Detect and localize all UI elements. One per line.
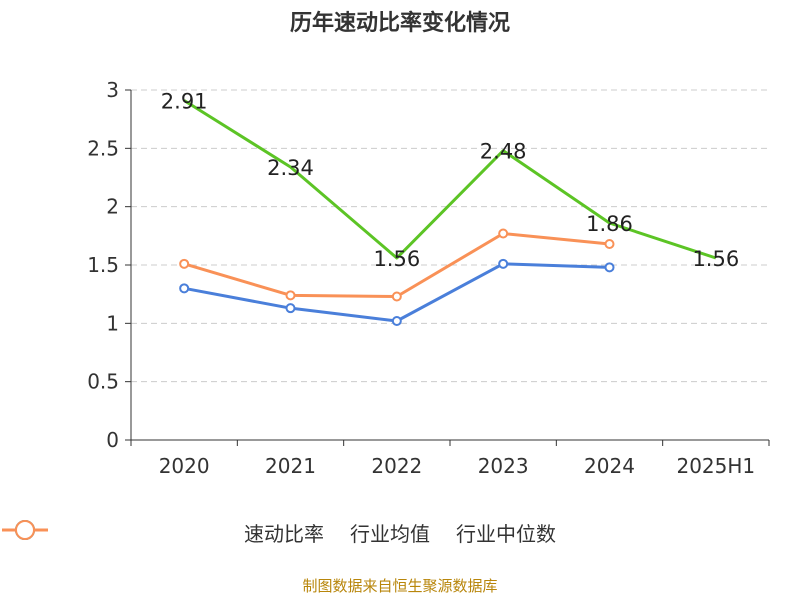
data-point: [179, 283, 190, 294]
data-label: 2.34: [267, 156, 314, 180]
y-tick-label: 0: [106, 428, 119, 452]
data-point: [391, 291, 402, 302]
y-tick-label: 2: [106, 195, 119, 219]
y-tick-label: 1: [106, 311, 119, 335]
data-label: 2.91: [161, 90, 208, 114]
legend: 速动比率 行业均值 行业中位数: [0, 518, 800, 547]
legend-item: 行业中位数: [2, 518, 556, 547]
x-tick-label: 2020: [159, 454, 210, 478]
y-tick-label: 2.5: [87, 136, 119, 160]
data-label: 1.86: [586, 212, 633, 236]
data-point: [285, 303, 296, 314]
data-point: [604, 262, 615, 273]
data-point: [391, 316, 402, 326]
x-tick-label: 2021: [265, 454, 316, 478]
data-point: [498, 228, 509, 239]
chart-title: 历年速动比率变化情况: [289, 11, 510, 36]
legend-swatch: [2, 520, 48, 540]
x-tick-label: 2022: [371, 454, 422, 478]
y-tick-label: 3: [106, 78, 119, 102]
data-label: 1.56: [373, 247, 420, 271]
series-line: [183, 99, 717, 260]
data-label: 2.48: [480, 140, 527, 164]
x-tick-label: 2024: [584, 454, 635, 478]
legend-item: 行业均值: [2, 518, 430, 547]
data-point: [498, 258, 509, 269]
legend-label: 行业均值: [350, 522, 430, 546]
legend-label: 行业中位数: [456, 522, 556, 546]
legend-label: 速动比率: [244, 522, 324, 546]
legend-item: 速动比率: [2, 518, 324, 547]
y-tick-label: 1.5: [87, 253, 119, 277]
data-point: [285, 290, 296, 301]
y-tick-label: 0.5: [87, 370, 119, 394]
data-point: [179, 258, 190, 269]
data-label: 1.56: [692, 247, 739, 271]
source-note: 制图数据来自恒生聚源数据库: [302, 577, 498, 595]
x-tick-label: 2023: [478, 454, 529, 478]
x-tick-label: 2025H1: [676, 454, 755, 478]
data-point: [604, 239, 615, 249]
